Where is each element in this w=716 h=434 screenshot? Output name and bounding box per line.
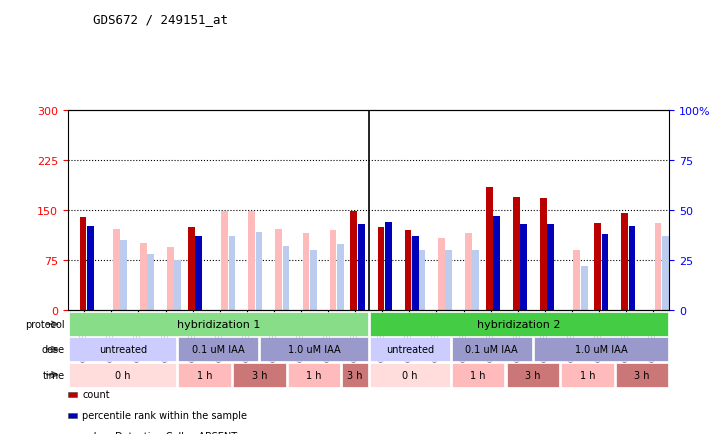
Text: 1 h: 1 h bbox=[470, 370, 486, 380]
Bar bbox=[256, 233, 262, 310]
Bar bbox=[248, 212, 255, 310]
Text: percentile rank within the sample: percentile rank within the sample bbox=[82, 411, 247, 420]
Bar bbox=[473, 250, 479, 310]
Bar bbox=[310, 250, 316, 310]
Bar bbox=[175, 260, 181, 310]
Bar bbox=[385, 223, 392, 310]
Bar bbox=[228, 237, 236, 310]
Text: GDS672 / 249151_at: GDS672 / 249151_at bbox=[93, 13, 228, 26]
Bar bbox=[195, 237, 202, 310]
Text: 3 h: 3 h bbox=[634, 370, 650, 380]
Text: 1 h: 1 h bbox=[580, 370, 595, 380]
Bar bbox=[358, 224, 364, 310]
Text: 0 h: 0 h bbox=[115, 370, 130, 380]
Bar bbox=[629, 227, 636, 310]
Text: dose: dose bbox=[42, 345, 64, 355]
Bar bbox=[513, 197, 520, 310]
Text: value, Detection Call = ABSENT: value, Detection Call = ABSENT bbox=[82, 431, 238, 434]
Bar bbox=[120, 240, 127, 310]
Bar bbox=[405, 230, 412, 310]
Text: 1.0 uM IAA: 1.0 uM IAA bbox=[575, 345, 627, 355]
Text: count: count bbox=[82, 390, 110, 399]
Text: 1 h: 1 h bbox=[197, 370, 213, 380]
Bar bbox=[412, 237, 419, 310]
Bar bbox=[283, 247, 289, 310]
Bar bbox=[79, 217, 87, 310]
Text: 0 h: 0 h bbox=[402, 370, 417, 380]
Bar bbox=[493, 217, 500, 310]
Bar bbox=[337, 244, 344, 310]
Bar bbox=[621, 214, 628, 310]
Bar bbox=[574, 250, 580, 310]
Bar bbox=[548, 224, 554, 310]
Text: protocol: protocol bbox=[25, 319, 64, 329]
Text: hybridization 2: hybridization 2 bbox=[478, 319, 561, 329]
Bar bbox=[167, 247, 174, 310]
Bar bbox=[113, 229, 120, 310]
Bar bbox=[486, 187, 493, 310]
Bar bbox=[465, 234, 472, 310]
Bar bbox=[276, 229, 282, 310]
Bar bbox=[521, 224, 527, 310]
Bar bbox=[87, 227, 94, 310]
Bar bbox=[662, 237, 669, 310]
Text: hybridization 1: hybridization 1 bbox=[177, 319, 260, 329]
Text: 1.0 uM IAA: 1.0 uM IAA bbox=[288, 345, 340, 355]
Bar bbox=[329, 230, 337, 310]
Bar bbox=[188, 227, 195, 310]
Text: time: time bbox=[42, 370, 64, 380]
Bar bbox=[581, 266, 588, 310]
Bar bbox=[411, 237, 417, 310]
Bar bbox=[221, 212, 228, 310]
Bar bbox=[140, 244, 147, 310]
Bar bbox=[601, 234, 609, 310]
Text: 0.1 uM IAA: 0.1 uM IAA bbox=[465, 345, 518, 355]
Bar bbox=[418, 250, 425, 310]
Text: 3 h: 3 h bbox=[251, 370, 267, 380]
Text: 3 h: 3 h bbox=[525, 370, 541, 380]
Bar bbox=[540, 198, 547, 310]
Text: untreated: untreated bbox=[99, 345, 147, 355]
Bar bbox=[302, 234, 309, 310]
Text: 3 h: 3 h bbox=[347, 370, 363, 380]
Text: 0.1 uM IAA: 0.1 uM IAA bbox=[192, 345, 245, 355]
Bar bbox=[445, 250, 452, 310]
Text: untreated: untreated bbox=[386, 345, 434, 355]
Bar bbox=[594, 224, 601, 310]
Bar bbox=[350, 212, 357, 310]
Bar bbox=[147, 254, 154, 310]
Bar bbox=[654, 224, 662, 310]
Text: 1 h: 1 h bbox=[306, 370, 321, 380]
Bar bbox=[377, 227, 384, 310]
Bar bbox=[438, 238, 445, 310]
